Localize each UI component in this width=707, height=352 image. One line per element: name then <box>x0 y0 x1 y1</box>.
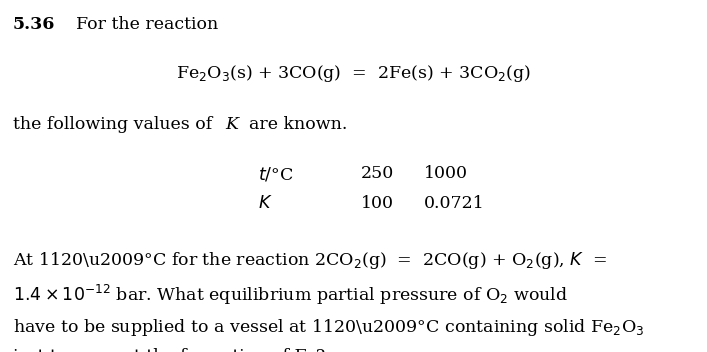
Text: $1.4 \times 10^{-12}$ bar. What equilibrium partial pressure of O$_2$ would: $1.4 \times 10^{-12}$ bar. What equilibr… <box>13 283 568 307</box>
Text: 250: 250 <box>361 165 394 182</box>
Text: 0.0721: 0.0721 <box>424 195 485 212</box>
Text: Fe$_2$O$_3$(s) + 3CO(g)  =  2Fe(s) + 3CO$_2$(g): Fe$_2$O$_3$(s) + 3CO(g) = 2Fe(s) + 3CO$_… <box>176 63 531 84</box>
Text: K: K <box>225 116 238 133</box>
Text: 5.36: 5.36 <box>13 16 55 33</box>
Text: $t/$°C: $t/$°C <box>258 165 293 183</box>
Text: At 1120\u2009°C for the reaction 2CO$_2$(g)  =  2CO(g) + O$_2$(g), $K$  =: At 1120\u2009°C for the reaction 2CO$_2$… <box>13 250 607 271</box>
Text: 1000: 1000 <box>424 165 468 182</box>
Text: are known.: are known. <box>238 116 348 133</box>
Text: For the reaction: For the reaction <box>76 16 218 33</box>
Text: just to prevent the formation of Fe?: just to prevent the formation of Fe? <box>13 348 326 352</box>
Text: $K$: $K$ <box>258 195 273 212</box>
Text: 100: 100 <box>361 195 394 212</box>
Text: the following values of: the following values of <box>13 116 218 133</box>
Text: have to be supplied to a vessel at 1120\u2009°C containing solid Fe$_2$O$_3$: have to be supplied to a vessel at 1120\… <box>13 317 644 338</box>
